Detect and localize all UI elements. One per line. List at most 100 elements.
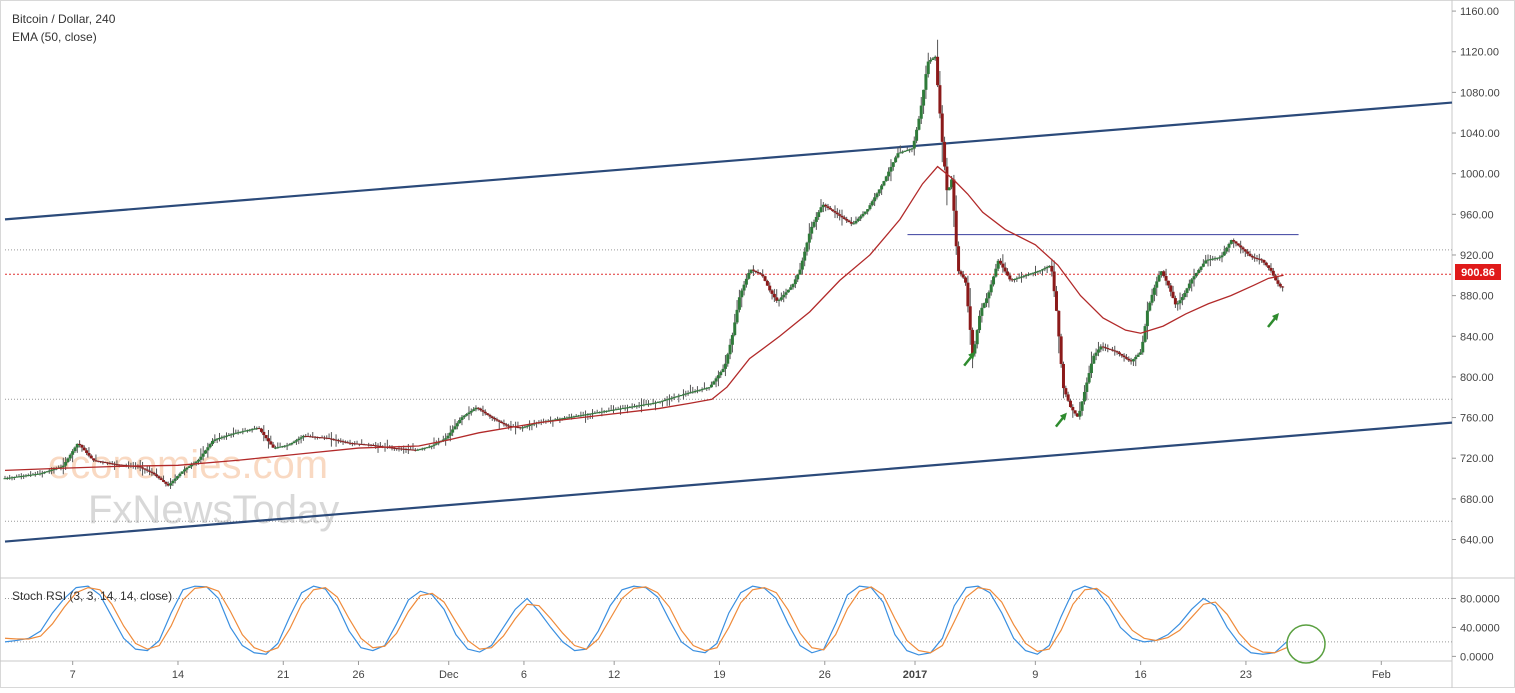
x-tick-label: 21 [277, 669, 289, 681]
candle-body [1110, 349, 1114, 351]
candle-body [115, 464, 119, 466]
candle-body [5, 477, 9, 479]
candle-body [64, 462, 68, 466]
candle-body [87, 452, 91, 456]
stoch-y-tick-label: 0.0000 [1460, 651, 1494, 663]
candle-body [1050, 265, 1054, 272]
candle-body [437, 442, 441, 444]
candle-body [663, 399, 667, 401]
candle-body [870, 201, 874, 206]
candle-body [229, 434, 233, 436]
candle-body [12, 476, 16, 478]
y-tick-label: 1080.00 [1460, 87, 1500, 99]
candle-body [110, 463, 114, 465]
candle-body [507, 425, 511, 427]
candle-body [248, 429, 252, 431]
candle-body [215, 438, 219, 440]
candle-body [476, 407, 480, 409]
candle-body [842, 217, 846, 219]
candle-body [78, 443, 82, 445]
candle-body [483, 411, 487, 414]
candle-body [36, 473, 40, 475]
indicator-label: EMA (50, close) [12, 30, 97, 44]
candle-body [241, 431, 245, 433]
candle-body [243, 430, 247, 432]
candle-body [1064, 388, 1068, 395]
candle-body [1045, 267, 1049, 269]
candle-body [292, 441, 296, 443]
candle-body [996, 260, 1000, 269]
candle-body [793, 279, 797, 285]
candle-body [1082, 391, 1086, 402]
candle-body [688, 392, 692, 394]
candle-body [845, 218, 849, 221]
candle-body [199, 456, 203, 460]
candle-body [861, 213, 865, 217]
candle-body [45, 471, 49, 473]
candle-body [1043, 268, 1047, 270]
candle-body [642, 404, 646, 406]
candle-body [880, 185, 884, 190]
candle-body [1131, 359, 1135, 362]
candle-body [378, 445, 382, 447]
candle-body [632, 406, 636, 408]
candle-body [444, 438, 448, 440]
candle-body [798, 269, 802, 275]
y-tick-label: 1120.00 [1460, 47, 1499, 59]
candle-body [1178, 300, 1182, 304]
candle-body [679, 394, 683, 396]
candle-body [978, 315, 982, 331]
candle-body [859, 216, 863, 219]
candle-body [176, 476, 180, 479]
candle-body [856, 218, 860, 221]
candle-body [294, 440, 298, 442]
candle-body [250, 429, 254, 431]
candle-body [287, 444, 291, 446]
candle-body [719, 372, 723, 376]
candle-body [257, 428, 261, 430]
candle-body [912, 140, 916, 149]
candle-body [1155, 281, 1159, 288]
candle-body [334, 439, 338, 441]
candle-body [343, 441, 347, 443]
x-tick-label: Feb [1372, 669, 1391, 681]
candle-body [1085, 382, 1089, 392]
candle-body [770, 290, 774, 294]
candle-body [364, 444, 368, 446]
candle-body [1225, 247, 1229, 252]
candle-body [1197, 269, 1201, 274]
candle-body [362, 444, 366, 446]
candle-body [922, 89, 926, 106]
candle-body [765, 280, 769, 286]
y-tick-label: 760.00 [1460, 413, 1494, 425]
candle-body [772, 293, 776, 298]
candle-body [320, 437, 324, 439]
candle-body [1185, 288, 1189, 294]
candle-body [68, 454, 72, 459]
candle-body [425, 447, 429, 449]
candle-body [1059, 336, 1063, 364]
candle-body [94, 460, 98, 462]
candle-body [467, 412, 471, 415]
candle-body [819, 207, 823, 213]
candle-body [919, 105, 923, 119]
candle-body [635, 405, 639, 407]
candle-body [863, 211, 867, 214]
candle-body [222, 436, 226, 438]
candle-body [197, 459, 201, 462]
candle-body [341, 441, 345, 443]
candle-body [917, 118, 921, 130]
x-tick-label: 19 [713, 669, 725, 681]
candle-body [1220, 255, 1224, 258]
candle-body [565, 417, 569, 419]
candle-body [1052, 271, 1056, 292]
candle-body [427, 446, 431, 448]
candle-body [905, 150, 909, 152]
candle-body [96, 460, 100, 462]
candle-body [989, 284, 993, 293]
candle-body [740, 290, 744, 298]
candle-body [602, 411, 606, 413]
y-tick-label: 880.00 [1460, 291, 1494, 303]
candle-body [38, 473, 42, 475]
candle-body [502, 423, 506, 425]
